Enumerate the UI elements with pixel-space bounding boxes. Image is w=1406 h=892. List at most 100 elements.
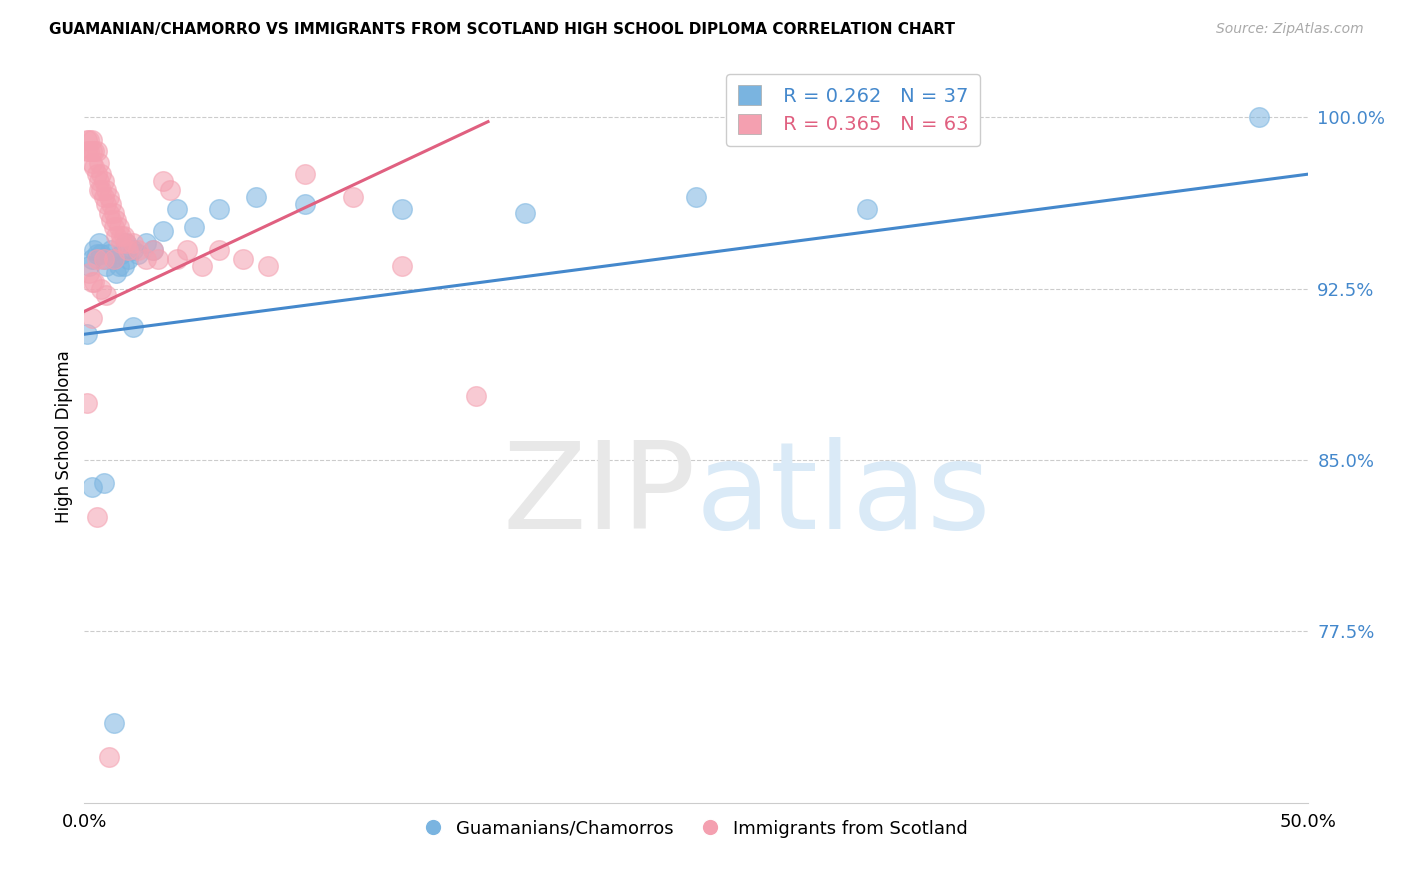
Point bbox=[208, 243, 231, 257]
Point bbox=[97, 750, 120, 764]
Point bbox=[77, 265, 100, 279]
Point bbox=[87, 155, 110, 169]
Text: Source: ZipAtlas.com: Source: ZipAtlas.com bbox=[1216, 22, 1364, 37]
Point bbox=[342, 190, 364, 204]
Point bbox=[105, 265, 128, 279]
Point bbox=[110, 247, 132, 261]
Point bbox=[83, 161, 105, 175]
Point bbox=[97, 206, 120, 220]
Point bbox=[90, 281, 112, 295]
Point bbox=[110, 228, 132, 243]
Point bbox=[80, 155, 103, 169]
Y-axis label: High School Diploma: High School Diploma bbox=[55, 351, 73, 524]
Point bbox=[117, 252, 139, 266]
Point bbox=[142, 243, 165, 257]
Point bbox=[76, 133, 98, 147]
Point bbox=[86, 167, 108, 181]
Point bbox=[103, 252, 125, 266]
Point bbox=[115, 235, 138, 250]
Point bbox=[77, 145, 100, 159]
Point bbox=[87, 183, 110, 197]
Point bbox=[83, 275, 105, 289]
Point bbox=[80, 480, 103, 494]
Point bbox=[97, 190, 120, 204]
Point bbox=[96, 197, 118, 211]
Point bbox=[115, 235, 138, 250]
Point bbox=[135, 235, 157, 250]
Point bbox=[166, 202, 188, 216]
Point bbox=[685, 190, 707, 204]
Point bbox=[76, 145, 98, 159]
Point bbox=[127, 243, 149, 257]
Point bbox=[100, 197, 122, 211]
Point bbox=[146, 252, 169, 266]
Point bbox=[77, 133, 100, 147]
Point bbox=[176, 243, 198, 257]
Point bbox=[142, 243, 165, 257]
Point bbox=[103, 715, 125, 730]
Text: atlas: atlas bbox=[696, 437, 991, 554]
Point bbox=[93, 475, 115, 490]
Point bbox=[105, 228, 128, 243]
Point bbox=[96, 183, 118, 197]
Point bbox=[76, 396, 98, 410]
Point bbox=[122, 243, 145, 257]
Point bbox=[80, 311, 103, 326]
Point bbox=[1247, 110, 1270, 124]
Point bbox=[80, 145, 103, 159]
Point bbox=[856, 202, 879, 216]
Point bbox=[87, 174, 110, 188]
Point bbox=[294, 167, 316, 181]
Point bbox=[232, 252, 254, 266]
Legend: Guamanians/Chamorros, Immigrants from Scotland: Guamanians/Chamorros, Immigrants from Sc… bbox=[416, 813, 976, 845]
Point bbox=[294, 197, 316, 211]
Point bbox=[117, 243, 139, 257]
Point bbox=[93, 252, 115, 266]
Text: GUAMANIAN/CHAMORRO VS IMMIGRANTS FROM SCOTLAND HIGH SCHOOL DIPLOMA CORRELATION C: GUAMANIAN/CHAMORRO VS IMMIGRANTS FROM SC… bbox=[49, 22, 955, 37]
Point bbox=[90, 167, 112, 181]
Point bbox=[86, 247, 108, 261]
Point bbox=[96, 259, 118, 273]
Point bbox=[86, 252, 108, 266]
Point bbox=[391, 259, 413, 273]
Point bbox=[80, 275, 103, 289]
Point bbox=[103, 219, 125, 234]
Point bbox=[112, 228, 135, 243]
Point bbox=[122, 235, 145, 250]
Point bbox=[159, 183, 181, 197]
Point bbox=[191, 259, 214, 273]
Point bbox=[110, 235, 132, 250]
Point bbox=[93, 190, 115, 204]
Point bbox=[122, 320, 145, 334]
Point bbox=[245, 190, 267, 204]
Point bbox=[112, 259, 135, 273]
Point bbox=[100, 213, 122, 227]
Point bbox=[107, 219, 129, 234]
Point bbox=[76, 327, 98, 342]
Point bbox=[107, 259, 129, 273]
Point bbox=[86, 145, 108, 159]
Text: ZIP: ZIP bbox=[502, 437, 696, 554]
Point bbox=[391, 202, 413, 216]
Point bbox=[93, 174, 115, 188]
Point bbox=[208, 202, 231, 216]
Point bbox=[257, 259, 280, 273]
Point bbox=[166, 252, 188, 266]
Point bbox=[80, 252, 103, 266]
Point bbox=[135, 252, 157, 266]
Point bbox=[183, 219, 205, 234]
Point bbox=[90, 247, 112, 261]
Point bbox=[87, 235, 110, 250]
Point bbox=[90, 183, 112, 197]
Point bbox=[127, 247, 149, 261]
Point bbox=[86, 510, 108, 524]
Point bbox=[105, 213, 128, 227]
Point bbox=[83, 145, 105, 159]
Point bbox=[103, 206, 125, 220]
Point bbox=[100, 243, 122, 257]
Point bbox=[83, 243, 105, 257]
Point bbox=[96, 288, 118, 302]
Point bbox=[152, 224, 174, 238]
Point bbox=[97, 247, 120, 261]
Point bbox=[464, 389, 486, 403]
